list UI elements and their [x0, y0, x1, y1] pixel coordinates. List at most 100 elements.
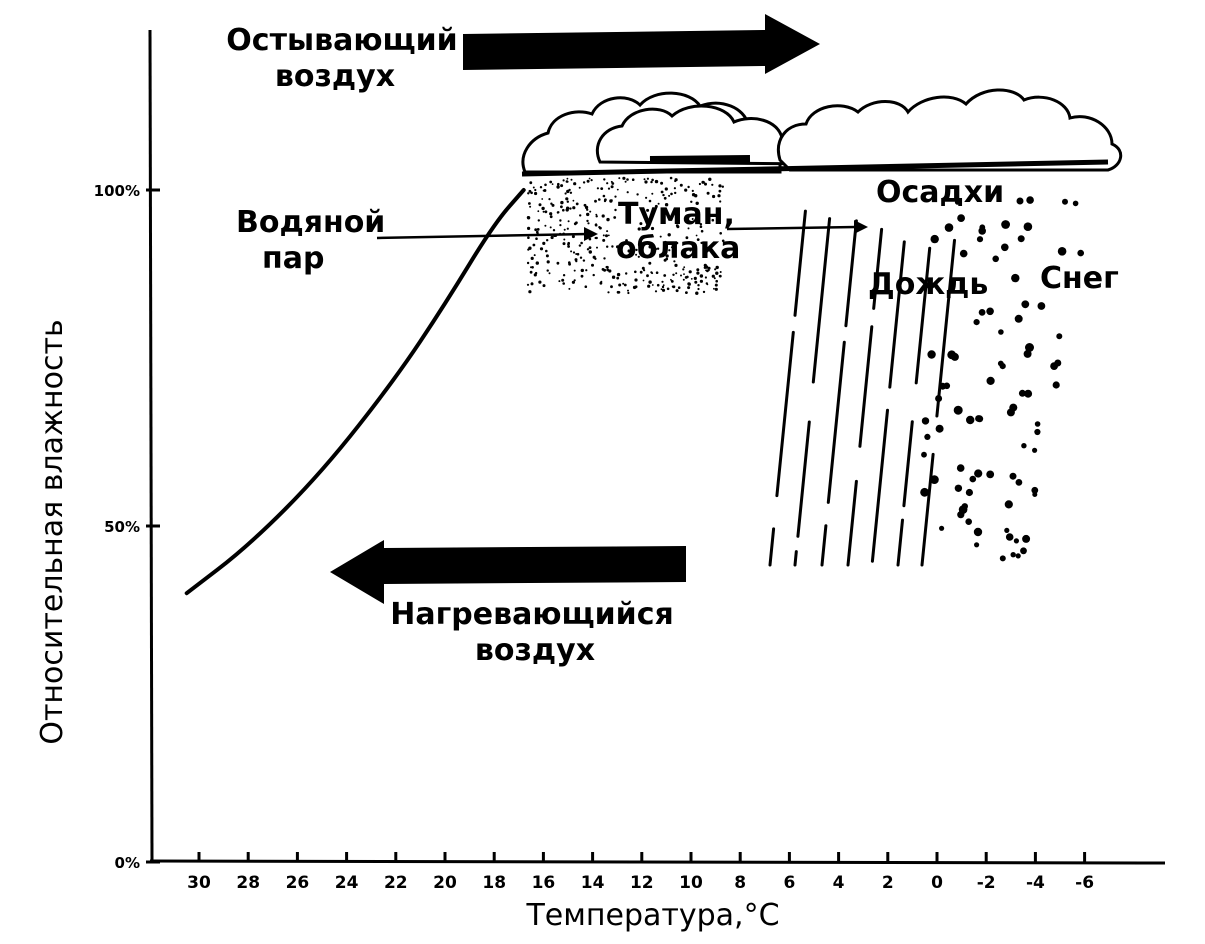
- fog-dot: [592, 273, 595, 277]
- fog-dot: [695, 291, 699, 295]
- fog-dot: [530, 191, 533, 195]
- y-axis: [148, 29, 154, 863]
- fog-dot: [607, 291, 610, 294]
- fog-dot: [602, 238, 606, 242]
- fog-dot: [721, 185, 724, 188]
- fog-dot: [575, 253, 578, 255]
- snow-flake: [1021, 443, 1027, 449]
- fog-dot: [614, 208, 617, 212]
- fog-dot: [606, 182, 609, 185]
- snow-flake: [1056, 333, 1063, 340]
- x-tick-label: 10: [679, 873, 703, 893]
- rain-streak: [775, 330, 795, 498]
- fog-dot: [685, 236, 689, 240]
- fog-dot: [588, 250, 592, 254]
- fog-dot: [572, 199, 575, 202]
- snow-flake: [976, 236, 984, 243]
- fog-dot: [535, 237, 538, 240]
- fog-dot: [606, 217, 610, 222]
- fog-dot: [560, 205, 563, 209]
- fog-dot: [616, 188, 619, 191]
- fog-dot: [639, 222, 643, 226]
- fog-dot: [660, 181, 664, 185]
- snow-flake: [965, 518, 972, 525]
- fog-dot: [625, 239, 628, 242]
- warming-air-label-2: воздух: [475, 633, 595, 668]
- fog-dot: [655, 271, 659, 275]
- fog-dot: [602, 194, 606, 198]
- fog-dot: [599, 281, 603, 285]
- fog-dot: [665, 254, 669, 258]
- fog-dot: [719, 200, 722, 203]
- fog-dot: [575, 221, 578, 225]
- fog-dot: [573, 279, 576, 282]
- x-tick-group: 30 28 26 24 22 20 18 16 14 12 10 8 6 4 2 0 -2 -4 -6: [187, 852, 1094, 893]
- snow-flake: [1015, 479, 1023, 486]
- x-tick-label: 14: [581, 873, 605, 893]
- fog-dot: [645, 196, 648, 199]
- fog-dot: [546, 260, 550, 264]
- fog-dot: [549, 180, 553, 184]
- fog-dot: [580, 268, 584, 273]
- fog-dot: [706, 283, 709, 286]
- fog-dot: [675, 289, 679, 293]
- fog-dot: [651, 284, 654, 286]
- fog-dot: [696, 271, 700, 275]
- fog-dot: [575, 260, 578, 263]
- fog-dot: [560, 184, 564, 188]
- fog-dot: [579, 256, 583, 259]
- snow-flake: [1011, 273, 1020, 283]
- fog-dot: [570, 250, 573, 253]
- snow-flake: [1006, 408, 1015, 417]
- fog-dot: [654, 290, 658, 293]
- snow-flake: [1077, 249, 1084, 257]
- fog-dot: [556, 185, 560, 189]
- fog-dot: [590, 179, 593, 182]
- fog-dot: [529, 205, 532, 208]
- fog-dot: [715, 271, 719, 275]
- fog-dot: [610, 185, 614, 189]
- fog-dot: [565, 197, 569, 201]
- fog-dot: [564, 192, 567, 195]
- snow-flake: [1034, 421, 1041, 427]
- cooling-air-label-2: воздух: [275, 59, 395, 94]
- snow-label: Снег: [1040, 261, 1119, 296]
- snow-flake: [939, 525, 945, 531]
- fog-dot: [625, 272, 628, 275]
- fog-dot: [690, 278, 693, 280]
- fog-dot: [558, 280, 561, 283]
- precipitation-label: Осадхи: [876, 175, 1004, 210]
- fog-dot: [644, 180, 648, 184]
- fog-dot: [566, 200, 569, 203]
- rain-streak: [768, 527, 776, 567]
- fog-dot: [549, 226, 552, 229]
- fog-dot: [585, 269, 588, 272]
- fog-label: Туман,: [618, 197, 735, 232]
- snow-flake: [1052, 381, 1060, 389]
- snow-flake: [1005, 533, 1014, 541]
- fog-dot: [530, 256, 534, 260]
- fog-dot: [537, 219, 540, 222]
- x-tick-label: 24: [335, 873, 359, 893]
- fog-dot: [643, 178, 646, 181]
- fog-dot: [635, 248, 638, 252]
- fog-dot: [545, 249, 548, 253]
- snow-flake: [979, 224, 986, 231]
- fog-dot: [575, 202, 579, 206]
- snow-flake: [935, 395, 943, 402]
- saturation-curve: [184, 188, 526, 596]
- fog-dot: [578, 186, 581, 189]
- fog-dot: [648, 245, 652, 249]
- x-tick-label: -2: [977, 873, 996, 893]
- snow-flake: [1009, 472, 1017, 480]
- fog-dot: [595, 215, 598, 218]
- snow-flake: [1021, 300, 1030, 309]
- rain-streak: [826, 340, 846, 504]
- fog-dot: [700, 229, 704, 233]
- fog-dot: [683, 273, 685, 275]
- fog-to-precip-arrow-icon: [726, 220, 868, 234]
- fog-dot: [635, 253, 638, 256]
- fog-dot: [557, 211, 560, 214]
- fog-dot: [608, 269, 612, 273]
- fog-dot: [684, 188, 688, 192]
